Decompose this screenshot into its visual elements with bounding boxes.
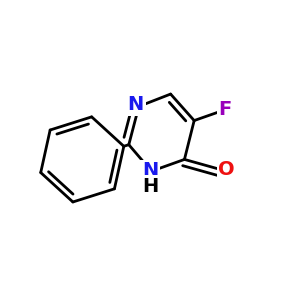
Text: F: F — [218, 100, 232, 119]
Text: N: N — [142, 161, 158, 180]
Text: N: N — [128, 95, 144, 114]
Text: H: H — [142, 177, 158, 196]
Text: O: O — [218, 160, 235, 178]
